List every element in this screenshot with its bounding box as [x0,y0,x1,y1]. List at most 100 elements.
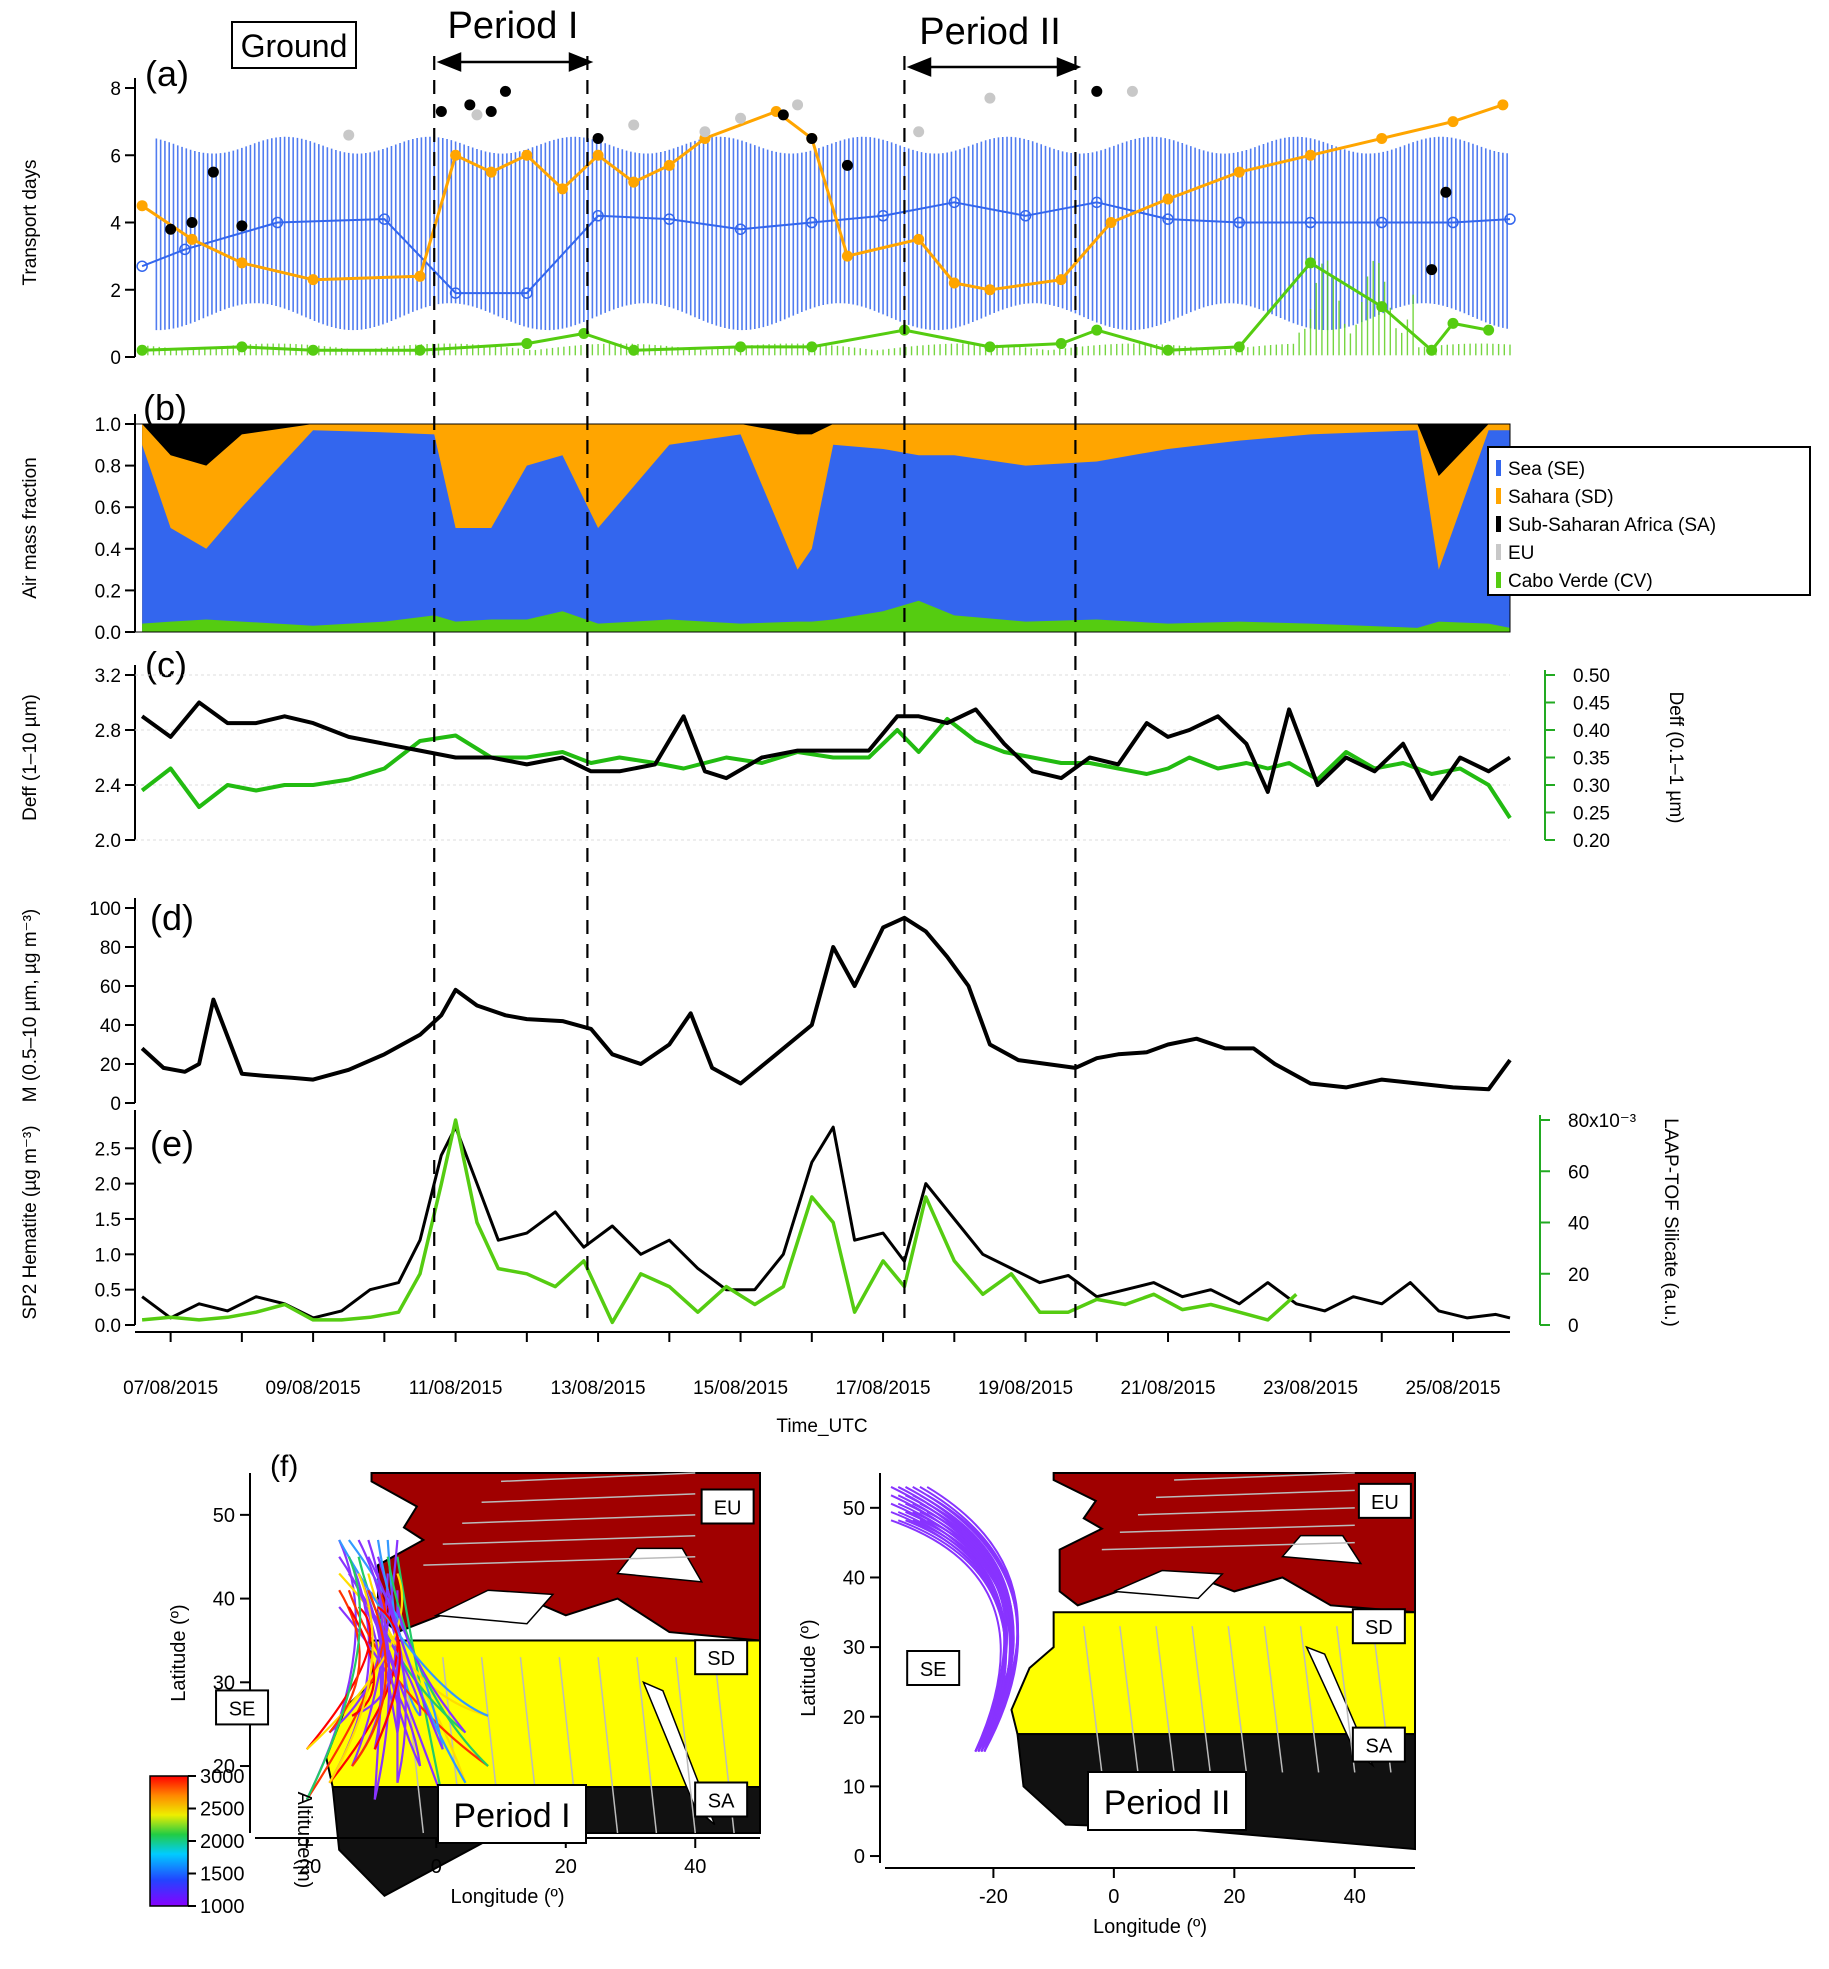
colorbar-tick-label: 2500 [200,1799,245,1821]
region-sd [1010,1611,1416,1736]
period-1-arrow [436,52,594,72]
legend-box [1487,446,1811,596]
x-tick-label: 21/08/2015 [1120,1378,1215,1399]
y-tick-label: 60 [100,977,121,998]
region-label: SD [1365,1617,1393,1639]
trajectory [351,1589,388,1767]
country-borders [1083,1472,1392,1773]
y-tick-label: 4 [110,214,121,235]
panel-a: (a) 0 2 4 6 8 Transport days [20,53,1516,369]
y-tick-label: 2 [110,281,121,302]
data-point [485,106,497,118]
region-label-box [700,1488,755,1525]
border-line [1174,1472,1355,1481]
trajectory [926,1519,1008,1752]
data-point [913,126,925,138]
x-tick-label: 23/08/2015 [1263,1378,1358,1399]
trajectory [386,1590,444,1750]
y-tick-label: 80 [100,938,121,959]
y-tick-label: 0.6 [95,498,121,519]
legend-entry: Cabo Verde (CV) [1508,571,1653,592]
y-axis-label: Transport days [20,159,41,285]
trajectory [396,1606,467,1734]
data-point [471,109,483,121]
x-tick-label: 0 [1108,1886,1119,1908]
sea-area [142,430,1510,632]
x-axis-label: Time_UTC [776,1416,867,1437]
trajectory [373,1573,389,1800]
border-line [442,1535,696,1545]
data-point [841,159,853,171]
trajectories [305,1539,489,1801]
x-tick-label: 20 [1223,1886,1245,1908]
y-tick-label: 0 [854,1846,865,1868]
legend-swatch [1496,516,1501,532]
panel-e: (e) 0.0 0.5 1.0 1.5 2.0 2.5 SP2 Hematite (µg m⁻… [20,1110,1681,1437]
region-eu [370,1472,761,1642]
x-tick-label: 11/08/2015 [409,1378,503,1399]
data-point [207,166,219,178]
data-point [136,260,148,272]
trajectory [328,1573,374,1784]
region-label-box [1351,1608,1406,1645]
legend-swatch [1496,544,1501,560]
right-tick-label: 0.50 [1573,666,1610,687]
map-2: -20 0 20 40 0 10 20 30 40 50 Longitude (º) Latitude… [798,1472,1416,1938]
legend-entry: Sahara (SD) [1508,487,1614,508]
border-line [481,1493,696,1504]
border-line [636,1657,658,1834]
region-label-box [694,1639,749,1676]
trajectory [912,1486,1020,1753]
y-axis-label: Deff (1–10 µm) [20,694,41,821]
data-point [628,119,640,131]
series-deff-fine [140,717,1512,820]
y-tick-label: 1.0 [95,1245,121,1266]
y-tick-label: 40 [213,1589,235,1611]
panel-c: (c) 2.0 2.4 2.8 3.2 Deff (1–10 µm) 0.20 0.25 0.3… [20,644,1686,852]
border-line [1137,1507,1355,1516]
right-tick-label: 20 [1568,1265,1589,1286]
se-error-bars [155,136,1508,331]
x-tick-label: 19/08/2015 [978,1378,1073,1399]
trajectory [347,1606,376,1717]
series-line [142,261,1489,352]
y-tick-label: 50 [213,1505,235,1527]
right-tick-label: 0 [1568,1316,1579,1337]
x-tick-label: 09/08/2015 [266,1378,361,1399]
trajectory [376,1573,422,1767]
data-point [179,243,191,256]
region-label-box [215,1689,270,1726]
x-tick-label: 07/08/2015 [123,1378,218,1399]
y-axis-label: SP2 Hematite (µg m⁻³) [20,1125,41,1319]
legend-swatch [1496,488,1501,504]
period-1-map-label: Period I [437,1784,587,1844]
border-line [1299,1626,1320,1773]
y-axis-label: M (0.5–10 µm, µg m⁻³) [20,909,41,1102]
panel-label: (f) [270,1450,298,1483]
y-tick-label: 2.4 [95,776,122,797]
border-line [1101,1541,1355,1551]
region-label-box [1351,1726,1406,1763]
border-line [1191,1626,1211,1773]
panel-label: (c) [145,644,187,685]
right-axis-label: LAAP-TOF Silicate (a.u.) [1660,1118,1681,1327]
y-tick-label: 0.2 [95,581,121,602]
legend-swatch [1496,572,1501,588]
region-label-box [906,1650,961,1686]
legend: Sea (SE) Sahara (SD) Sub-Saharan Africa (S… [1487,446,1811,596]
data-point [1483,324,1495,336]
data-point [1091,85,1103,97]
right-tick-label: 0.30 [1573,776,1610,797]
trajectories [890,1486,1020,1753]
panel-label: (b) [143,387,187,428]
panel-label: (d) [150,897,194,938]
border-line [1119,1626,1139,1773]
trajectory [305,1556,362,1800]
data-point [735,112,747,124]
series-cv [136,257,1495,356]
ground-label: Ground [241,28,348,64]
y-tick-label: 0.0 [95,623,121,644]
data-point [343,129,355,141]
colorbar-tick-label: 3000 [200,1766,245,1788]
